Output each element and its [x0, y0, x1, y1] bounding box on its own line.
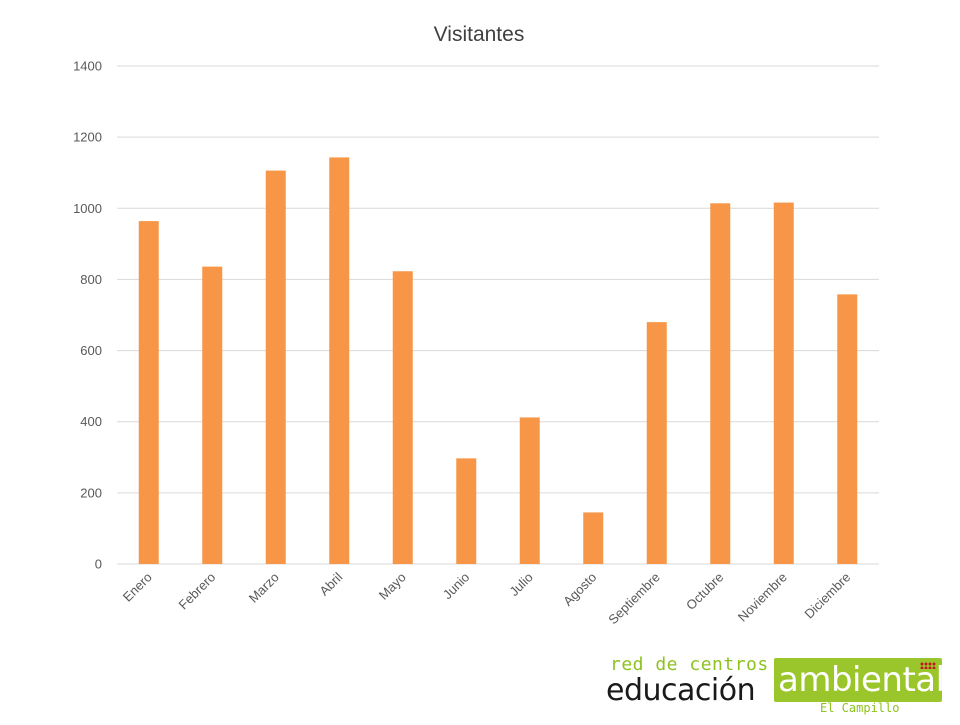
- y-tick-label: 1200: [73, 130, 102, 145]
- y-tick-label: 1400: [73, 59, 102, 74]
- chart-title: Visitantes: [434, 23, 525, 46]
- x-tick-label: Noviembre: [735, 570, 790, 625]
- x-tick-label: Marzo: [246, 570, 282, 606]
- y-tick-label: 0: [95, 557, 102, 572]
- logo-top-text: red de centros: [610, 654, 769, 675]
- x-axis-tick-labels: Enero Febrero Marzo Abril Mayo Junio Julio Agos…: [120, 569, 854, 627]
- y-tick-label: 800: [80, 272, 102, 287]
- bar: [837, 294, 858, 564]
- logo-left-text: educación: [606, 673, 756, 708]
- x-tick-label: Agosto: [560, 570, 599, 609]
- y-tick-label: 600: [80, 343, 102, 358]
- x-tick-label: Octubre: [683, 570, 726, 613]
- bar: [138, 221, 159, 564]
- x-tick-label: Diciembre: [801, 570, 853, 622]
- bar: [392, 271, 413, 564]
- x-tick-label: Febrero: [176, 570, 219, 613]
- logo-subtitle: El Campillo: [820, 701, 900, 715]
- logo-box: ambiental: [774, 658, 945, 702]
- y-tick-label: 1000: [73, 201, 102, 216]
- x-tick-label: Enero: [120, 570, 155, 605]
- bar: [583, 512, 604, 564]
- bar: [202, 266, 223, 564]
- bars: [138, 157, 858, 564]
- bar: [710, 203, 731, 564]
- y-tick-label: 200: [80, 485, 102, 500]
- bar: [265, 170, 286, 564]
- x-tick-label: Julio: [506, 570, 536, 600]
- y-tick-label: 400: [80, 414, 102, 429]
- gridlines: [117, 65, 879, 565]
- bar: [646, 322, 667, 564]
- bar: [456, 458, 477, 564]
- bar: [329, 157, 350, 564]
- brand-logo: red de centros educación ambiental El Ca…: [606, 654, 946, 716]
- x-tick-label: Abril: [316, 569, 345, 598]
- logo-box-text: ambiental: [778, 660, 945, 700]
- x-tick-label: Junio: [440, 570, 473, 603]
- bar: [773, 202, 794, 564]
- y-axis-tick-labels: 0 200 400 600 800 1000 1200 1400: [73, 59, 102, 572]
- bar: [519, 417, 540, 564]
- x-tick-label: Mayo: [376, 570, 409, 603]
- x-tick-label: Septiembre: [605, 570, 663, 628]
- logo-seal-icon: [920, 662, 936, 669]
